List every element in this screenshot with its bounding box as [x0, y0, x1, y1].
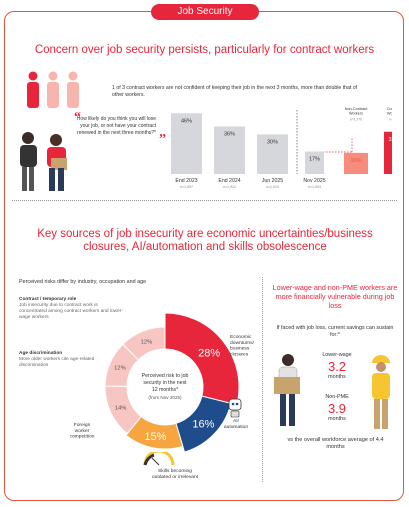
donut-center-label: 12 months* [152, 387, 178, 393]
donut-center-label: security in the next [143, 380, 187, 386]
bar-category-label: End 2023 [175, 178, 197, 184]
headline-sources: Key sources of job insecurity are econom… [37, 228, 373, 254]
donut-value-label: 15% [144, 431, 166, 443]
bar-0 [171, 113, 202, 174]
bar-1 [214, 126, 245, 174]
bar-category-label: Non-Contract Workers [345, 107, 369, 116]
lower-wage-label: Lower-wage [322, 352, 352, 358]
people-icon [27, 71, 79, 108]
risk-donut-chart: 28% 16% 15% 14% 12% 12% Perceived risk to jobs… [70, 312, 255, 480]
donut-value-label: 16% [192, 419, 214, 431]
non-pme-months: months [328, 416, 346, 422]
bar-5 [384, 131, 392, 174]
right-headline: Lower-wage and non-PME workers are more … [272, 283, 398, 310]
bar-category-label: Nov 2025 [303, 178, 325, 184]
donut-center-label: Perceived risk to job [142, 373, 189, 379]
robot-icon [228, 398, 242, 418]
bar-sample-size: n=124 [390, 118, 392, 122]
donut-center-sub: (from Nov 2025) [148, 395, 182, 400]
donut-category-label: AI/automation [224, 418, 248, 430]
bar-sample-size: n=1,912 [223, 185, 236, 189]
section-divider [12, 200, 397, 201]
bar-2 [257, 134, 288, 174]
quote-close-icon: ” [159, 132, 166, 147]
title-pill: Job Security [151, 4, 259, 20]
worker-in-helmet-illustration [372, 355, 390, 429]
donut-category-label: Foreign worker competition [70, 422, 95, 440]
gauge-icon [143, 452, 175, 466]
quote-open-icon: “ [74, 110, 81, 125]
bar-value-label: 36% [224, 131, 235, 137]
lower-wage-value: 3.2 [327, 359, 347, 374]
bar-value-label: 30% [267, 139, 278, 145]
bar-value-label: 16% [350, 158, 361, 164]
bar-value-label: 46% [181, 118, 192, 124]
donut-value-label: 12% [141, 340, 153, 346]
donut-category-label: Economic downturns/business closures [230, 334, 255, 357]
donut-slice-5 [122, 326, 166, 361]
donut-slice-2 [125, 415, 184, 450]
worker-carrying-box-illustration [274, 354, 300, 426]
annotation-age: Age discrimination More older workers ci… [19, 351, 99, 369]
survey-question: How likely do you think you will lose yo… [76, 116, 156, 136]
contract-worker-stat: 1 of 3 contract workers are not confiden… [112, 85, 358, 98]
workers-illustration [20, 132, 67, 191]
non-pme-label: Non-PME [325, 394, 349, 400]
bar-sample-size: n=1,903 [308, 185, 321, 189]
bar-value-label: 17% [309, 157, 320, 163]
headline-job-security: Concern over job security persists, part… [34, 44, 375, 56]
vertical-divider [262, 277, 263, 482]
bar-3 [305, 151, 324, 174]
donut-value-label: 14% [115, 406, 127, 412]
bar-category-label: Jun 2025 [262, 178, 283, 184]
bar-4 [344, 152, 368, 174]
donut-category-label: Skills becoming outdated or irrelevant [152, 468, 199, 480]
donut-value-label: 28% [198, 347, 220, 359]
non-pme-value: 3.9 [327, 401, 347, 416]
donut-slice-1 [175, 395, 232, 453]
donut-center [128, 350, 202, 424]
bar-sample-size: n=1,697 [180, 185, 193, 189]
donut-value-label: 12% [114, 366, 126, 372]
pie-subtitle: Perceived risks differ by industry, occu… [19, 279, 147, 285]
annotation-age-text: More older workers cite age-related disc… [19, 356, 95, 368]
bar-sample-size: n=1,779 [350, 118, 362, 122]
annotation-age-title: Age discrimination [19, 351, 63, 356]
annotation-contract: Contract / temporary role Job insecurity… [19, 297, 123, 321]
bar-value-label: 32% [388, 137, 392, 143]
bar-sample-size: n=1,913 [266, 185, 279, 189]
savings-subtitle: If faced with job loss, current savings … [276, 325, 394, 339]
annotation-contract-title: Contract / temporary role [19, 297, 77, 302]
lower-wage-months: months [328, 374, 346, 380]
bar-category-label: End 2024 [218, 178, 240, 184]
workforce-average-note: vs the overall workforce average of 4.4 … [287, 437, 384, 451]
annotation-contract-text: Job insecurity due to contract work is c… [19, 302, 123, 320]
